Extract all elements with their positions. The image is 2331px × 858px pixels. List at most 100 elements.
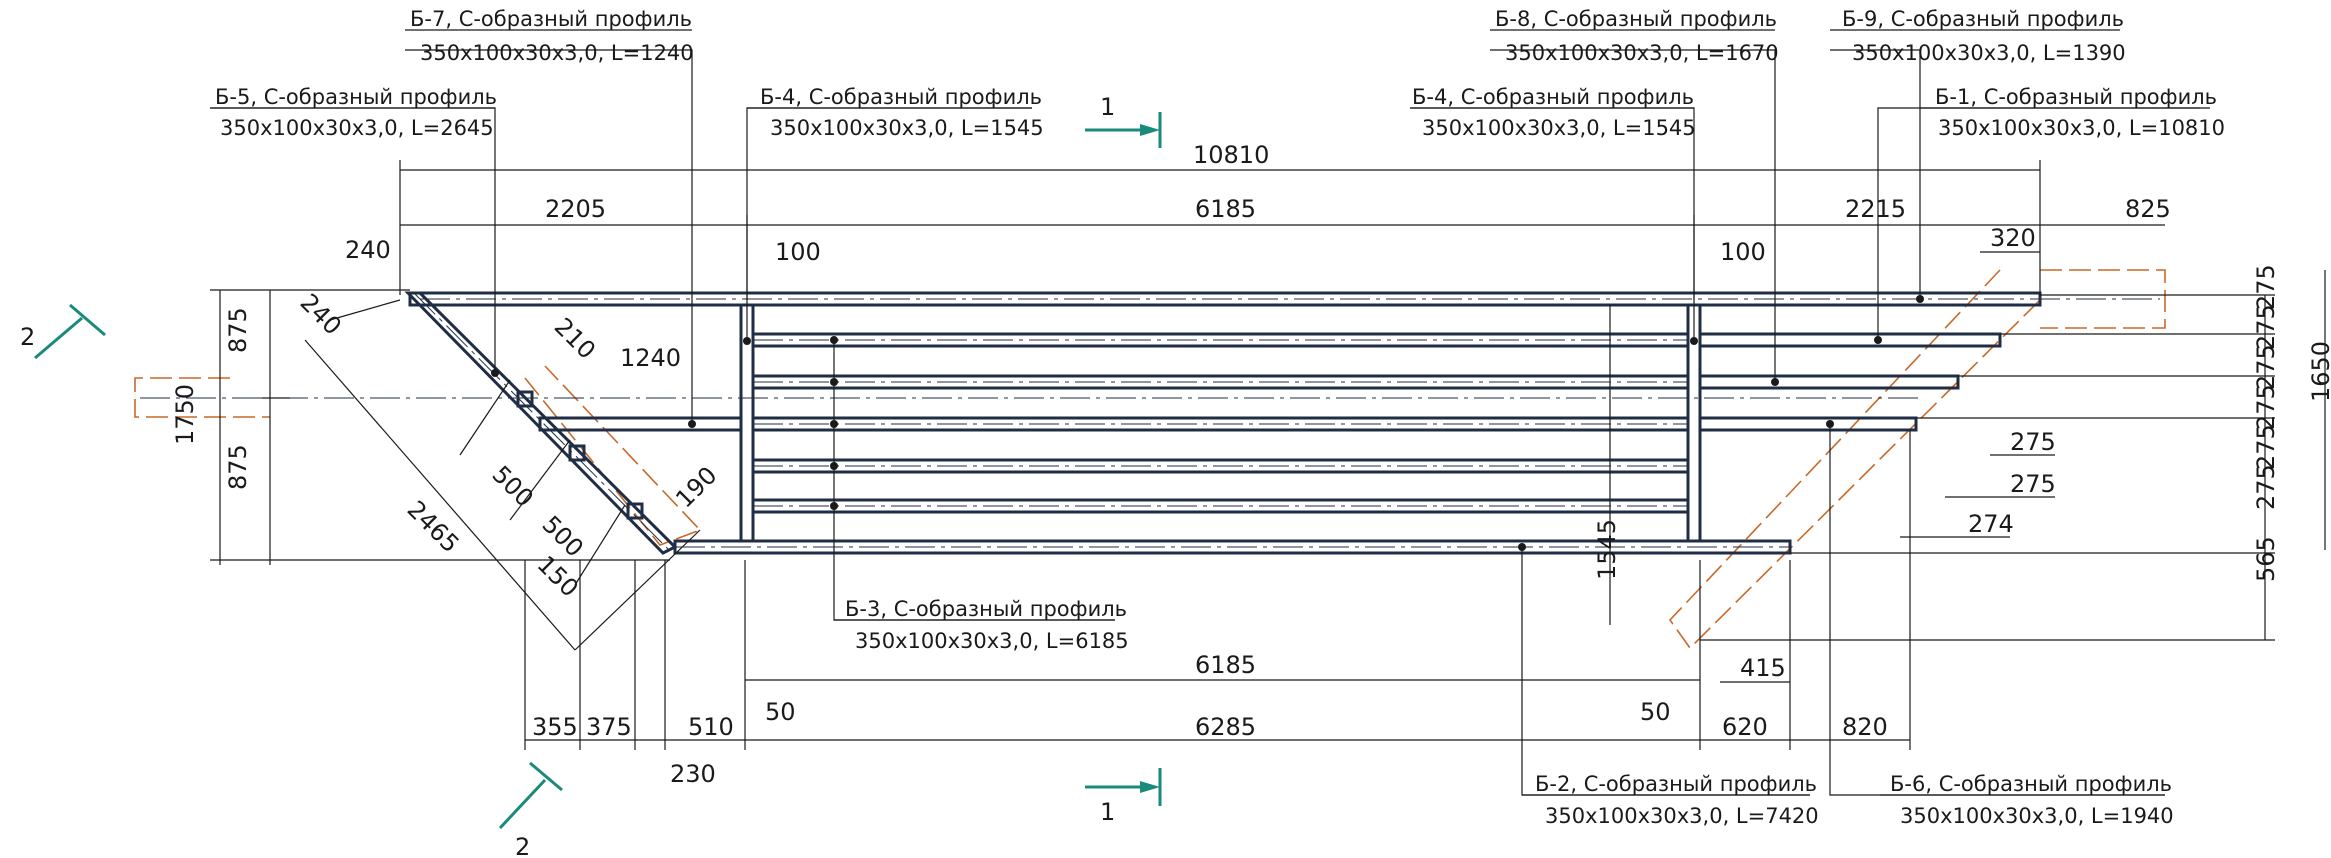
dim-100b: 100 xyxy=(1720,238,1766,266)
dim-275a: 275 xyxy=(2010,428,2056,456)
beam-b5 xyxy=(404,291,678,555)
dim-6185-bot: 6185 xyxy=(1195,651,1256,679)
label-b4a-title: Б-4, С-образный профиль xyxy=(760,85,1042,109)
ext-2465-end xyxy=(574,529,701,651)
dim-100a: 100 xyxy=(775,238,821,266)
beams xyxy=(140,291,2160,555)
section-1-bottom-arrowhead xyxy=(1140,781,1160,793)
dim-230: 230 xyxy=(670,760,716,788)
dim-150: 150 xyxy=(532,550,584,602)
dim-274: 274 xyxy=(1968,510,2014,538)
hidden-left-stub xyxy=(134,377,270,418)
label-b8-spec: 350x100x30x3,0, L=1670 xyxy=(1505,41,1779,65)
dim-6285: 6285 xyxy=(1195,713,1256,741)
beam-labels: Б-7, С-образный профиль 350x100x30x3,0, … xyxy=(215,7,2225,828)
section-2-bottom-bar xyxy=(529,761,563,792)
label-b9-spec: 350x100x30x3,0, L=1390 xyxy=(1852,41,2126,65)
label-b5-spec: 350x100x30x3,0, L=2645 xyxy=(220,116,494,140)
dim-190: 190 xyxy=(670,461,722,513)
label-b8-title: Б-8, С-образный профиль xyxy=(1495,7,1777,31)
section-2-bottom-label: 2 xyxy=(515,833,530,858)
leader-b8 xyxy=(1490,49,1776,382)
dim-500b: 500 xyxy=(537,510,589,562)
dim-275b: 275 xyxy=(2010,470,2056,498)
section-1-top-label: 1 xyxy=(1100,93,1115,121)
dim-825: 825 xyxy=(2125,195,2171,223)
dim-50b: 50 xyxy=(1640,698,1671,726)
beam-b9 xyxy=(1698,374,1960,390)
dimension-lines xyxy=(210,160,2326,750)
label-b1-title: Б-1, С-образный профиль xyxy=(1935,85,2217,109)
label-underlines xyxy=(210,29,2210,796)
section-marks: 1 1 2 2 xyxy=(20,93,1162,858)
dim-240b: 240 xyxy=(295,288,347,340)
section-2-bottom-arrow xyxy=(498,778,547,830)
plate-2 xyxy=(568,444,586,462)
dim-565: 565 xyxy=(2252,536,2280,582)
ext-150 xyxy=(574,504,626,586)
dim-r275-2: 275 xyxy=(2252,304,2280,350)
beam-b6 xyxy=(1698,416,1918,432)
label-b1-spec: 350x100x30x3,0, L=10810 xyxy=(1938,116,2225,140)
dim-875a: 875 xyxy=(224,307,252,353)
label-b3-title: Б-3, С-образный профиль xyxy=(845,597,1127,621)
dim-1750: 1750 xyxy=(171,384,199,445)
dim-2215: 2215 xyxy=(1845,195,1906,223)
plate-3 xyxy=(626,502,644,520)
dim-620: 620 xyxy=(1722,713,1768,741)
beam-b7 xyxy=(538,416,743,432)
section-1-bottom-label: 1 xyxy=(1100,798,1115,826)
label-b9-title: Б-9, С-образный профиль xyxy=(1842,7,2124,31)
dim-r275-3: 275 xyxy=(2252,344,2280,390)
leader-b1 xyxy=(1830,49,1921,299)
dim-355: 355 xyxy=(532,713,578,741)
dim-2205: 2205 xyxy=(545,195,606,223)
leader-b7 xyxy=(405,49,693,424)
plate-1 xyxy=(516,390,534,408)
dim-240a: 240 xyxy=(345,236,391,264)
dim-r275-5: 275 xyxy=(2252,424,2280,470)
dim-line-2465 xyxy=(304,339,576,651)
dim-820: 820 xyxy=(1842,713,1888,741)
label-b4b-title: Б-4, С-образный профиль xyxy=(1412,85,1694,109)
beam-b8 xyxy=(1698,332,2002,348)
label-b4b-spec: 350x100x30x3,0, L=1545 xyxy=(1422,116,1696,140)
dim-50a: 50 xyxy=(765,698,796,726)
label-b2-title: Б-2, С-образный профиль xyxy=(1535,772,1817,796)
dim-500a: 500 xyxy=(487,460,539,512)
label-b5-title: Б-5, С-образный профиль xyxy=(215,85,497,109)
hidden-right-stub xyxy=(2040,269,2166,329)
dim-415: 415 xyxy=(1740,654,1786,682)
label-b6-spec: 350x100x30x3,0, L=1940 xyxy=(1900,804,2174,828)
ext-500-1 xyxy=(459,379,511,456)
dim-2465: 2465 xyxy=(402,495,465,558)
ext-500-2 xyxy=(509,439,571,521)
section-2-top-arrow xyxy=(34,316,83,360)
hidden-diagonal-left xyxy=(524,365,702,546)
dim-510: 510 xyxy=(688,713,734,741)
dim-r275-4: 275 xyxy=(2252,384,2280,430)
section-1-top-arrowhead xyxy=(1140,124,1160,136)
dim-1240: 1240 xyxy=(620,344,681,372)
label-b7-title: Б-7, С-образный профиль xyxy=(410,7,692,31)
dim-1545: 1545 xyxy=(1593,519,1621,580)
hidden-outlines xyxy=(134,269,2166,650)
dim-1650: 1650 xyxy=(2307,341,2331,402)
dim-210: 210 xyxy=(549,312,601,364)
dim-line-240 xyxy=(329,299,401,321)
section-2-top-label: 2 xyxy=(20,323,35,351)
label-b6-title: Б-6, С-образный профиль xyxy=(1890,772,2172,796)
dim-r275-6: 275 xyxy=(2252,464,2280,510)
dim-875b: 875 xyxy=(224,444,252,490)
label-b3-spec: 350x100x30x3,0, L=6185 xyxy=(855,629,1129,653)
section-2-top-bar xyxy=(69,303,106,337)
label-b4a-spec: 350x100x30x3,0, L=1545 xyxy=(770,116,1044,140)
dim-320: 320 xyxy=(1990,224,2036,252)
hidden-diagonal-right xyxy=(1668,269,2041,650)
dim-10810: 10810 xyxy=(1193,141,1269,169)
label-b2-spec: 350x100x30x3,0, L=7420 xyxy=(1545,804,1819,828)
dim-375: 375 xyxy=(586,713,632,741)
label-b7-spec: 350x100x30x3,0, L=1240 xyxy=(420,41,694,65)
dim-r275-1: 275 xyxy=(2252,264,2280,310)
